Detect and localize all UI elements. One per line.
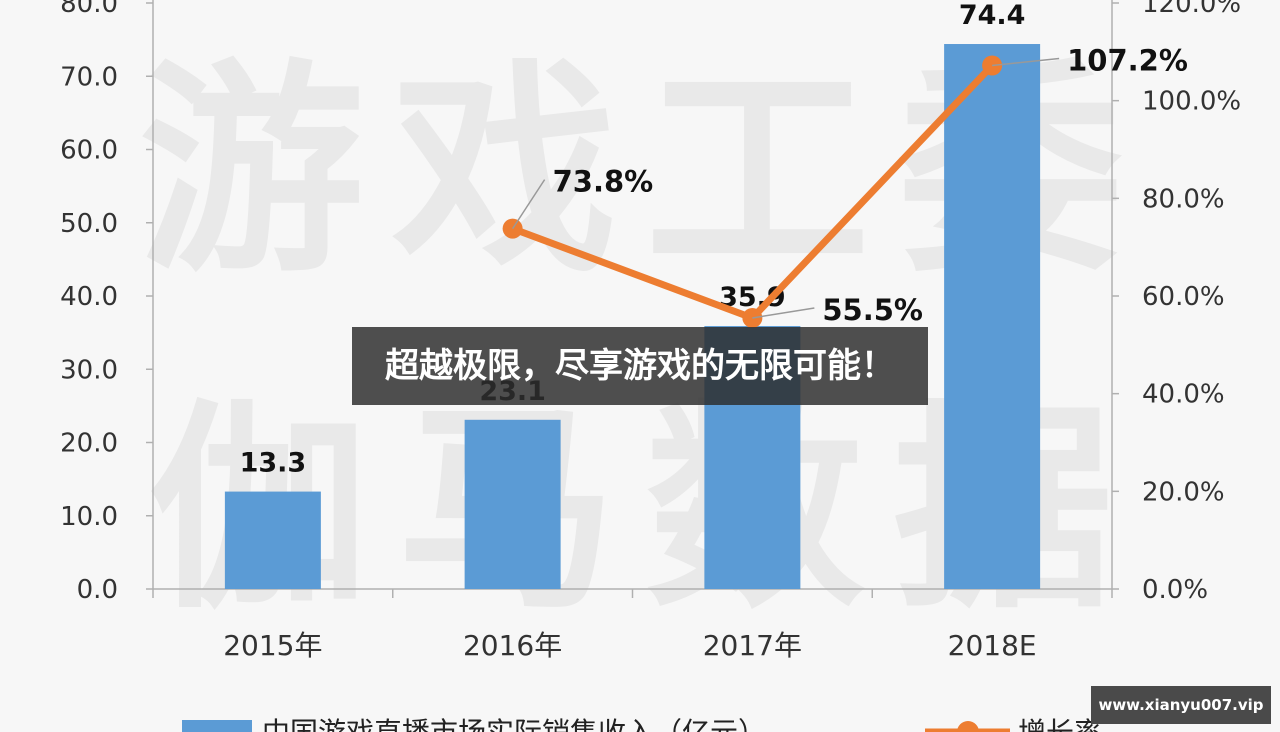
- bar: [224, 491, 321, 589]
- y-right-tick-label: 100.0%: [1142, 87, 1241, 117]
- y-left-tick-label: 20.0: [60, 429, 118, 459]
- x-tick-label: 2017年: [703, 629, 802, 662]
- y-right-tick-label: 80.0%: [1142, 184, 1225, 214]
- y-left-tick-label: 30.0: [60, 355, 118, 385]
- y-right-tick-label: 40.0%: [1142, 380, 1225, 410]
- legend-swatch-point: [957, 721, 979, 732]
- legend-label-bar: 中国游戏直播市场实际销售收入（亿元）: [262, 716, 766, 732]
- y-left-tick-label: 10.0: [60, 502, 118, 532]
- y-left-tick-label: 80.0: [60, 0, 118, 19]
- overlay-banner: 超越极限，尽享游戏的无限可能！: [352, 327, 928, 405]
- y-left-tick-label: 60.0: [60, 136, 118, 166]
- x-tick-label: 2015年: [223, 629, 322, 662]
- bar-data-label: 13.3: [240, 448, 307, 479]
- x-tick-label: 2016年: [463, 629, 562, 662]
- line-data-label: 55.5%: [822, 293, 923, 327]
- legend-swatch-bar: [182, 720, 252, 732]
- y-left-tick-label: 0.0: [77, 575, 118, 605]
- line-data-label: 107.2%: [1067, 44, 1188, 78]
- line-label-leader: [992, 57, 1060, 67]
- bar: [464, 419, 561, 589]
- y-right-tick-label: 60.0%: [1142, 282, 1225, 312]
- bar-data-label: 74.4: [959, 0, 1026, 31]
- y-right-tick-label: 0.0%: [1142, 575, 1208, 605]
- site-badge: www.xianyu007.vip: [1091, 686, 1271, 724]
- bar: [944, 44, 1041, 589]
- y-right-tick-label: 20.0%: [1142, 477, 1225, 507]
- line-label-leader: [511, 179, 546, 230]
- x-tick-label: 2018E: [948, 629, 1037, 662]
- y-right-tick-label: 120.0%: [1142, 0, 1241, 19]
- y-left-tick-label: 40.0: [60, 282, 118, 312]
- line-label-leader: [752, 307, 815, 319]
- y-left-tick-label: 70.0: [60, 62, 118, 92]
- y-left-tick-label: 50.0: [60, 209, 118, 239]
- line-data-label: 73.8%: [553, 165, 654, 199]
- legend-label-line: 增长率: [1018, 716, 1102, 732]
